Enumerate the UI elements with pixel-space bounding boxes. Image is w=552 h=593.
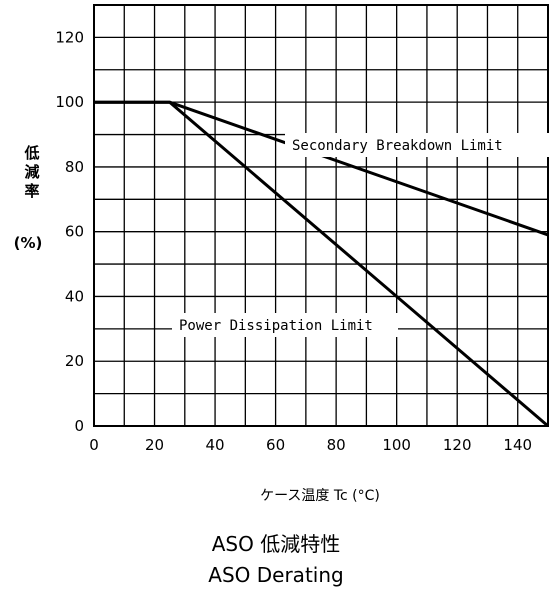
x-tick-label: 0 [89, 436, 99, 454]
x-tick-label: 100 [382, 436, 411, 454]
x-tick-label: 140 [503, 436, 532, 454]
y-tick-label: 120 [55, 28, 84, 46]
x-axis-label: ケース温度 Tc (°C) [260, 488, 380, 504]
x-tick-labels: 0 20 40 60 80 100 120 140 [89, 436, 532, 454]
x-tick-label: 40 [206, 436, 225, 454]
y-tick-label: 20 [65, 352, 84, 370]
y-tick-label: 60 [65, 223, 84, 241]
chart-subtitle: ASO Derating [0, 563, 552, 587]
grid-lines [94, 5, 548, 426]
x-tick-label: 120 [443, 436, 472, 454]
y-tick-label: 100 [55, 93, 84, 111]
y-axis-label-unit: (%) [14, 234, 43, 252]
secondary-breakdown-label: Secondary Breakdown Limit [292, 138, 503, 154]
plot-frame [94, 5, 548, 426]
y-axis-label-char-3: 率 [24, 182, 39, 200]
y-tick-label: 40 [65, 287, 84, 305]
secondary-breakdown-line [94, 102, 548, 235]
x-tick-label: 60 [266, 436, 285, 454]
x-tick-label: 20 [145, 436, 164, 454]
chart-title: ASO 低減特性 [0, 528, 552, 557]
secondary-breakdown-annotation: Secondary Breakdown Limit [285, 133, 549, 157]
y-axis-label-char-2: 減 [24, 163, 39, 181]
y-axis-label-char-1: 低 [23, 144, 39, 162]
x-tick-label: 80 [327, 436, 346, 454]
y-tick-labels: 0 20 40 60 80 100 120 [55, 28, 84, 435]
power-dissipation-annotation: Power Dissipation Limit [172, 313, 398, 337]
y-tick-label: 80 [65, 158, 84, 176]
power-dissipation-label: Power Dissipation Limit [179, 318, 373, 334]
y-tick-label: 0 [74, 417, 84, 435]
